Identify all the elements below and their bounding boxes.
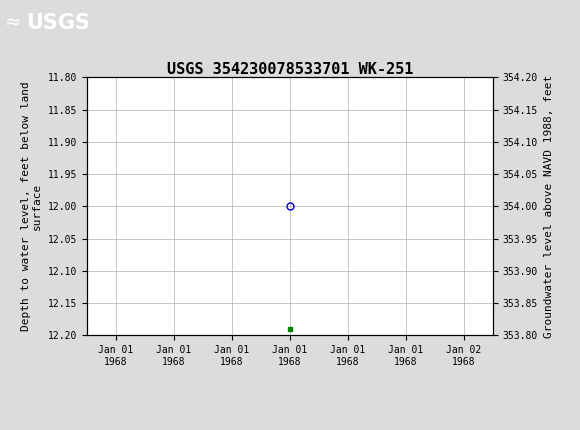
Text: USGS: USGS — [26, 12, 90, 33]
Text: USGS 354230078533701 WK-251: USGS 354230078533701 WK-251 — [167, 62, 413, 77]
Text: ≈: ≈ — [5, 13, 21, 32]
Y-axis label: Depth to water level, feet below land
surface: Depth to water level, feet below land su… — [21, 82, 42, 331]
Y-axis label: Groundwater level above NAVD 1988, feet: Groundwater level above NAVD 1988, feet — [543, 75, 553, 338]
